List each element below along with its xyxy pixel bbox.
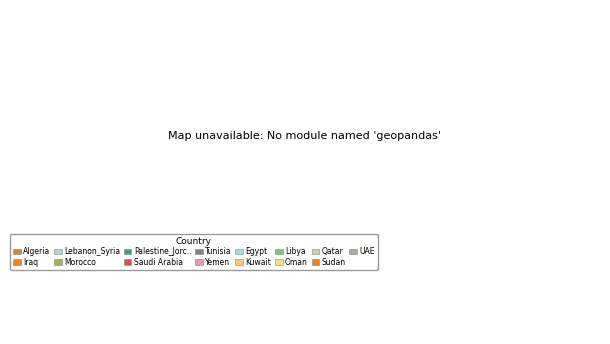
Legend: Algeria, Iraq, Lebanon_Syria, Morocco, Palestine_Jorc.., Saudi Arabia, Tunisia, : Algeria, Iraq, Lebanon_Syria, Morocco, P…: [10, 234, 378, 270]
Text: Map unavailable: No module named 'geopandas': Map unavailable: No module named 'geopan…: [168, 131, 442, 141]
